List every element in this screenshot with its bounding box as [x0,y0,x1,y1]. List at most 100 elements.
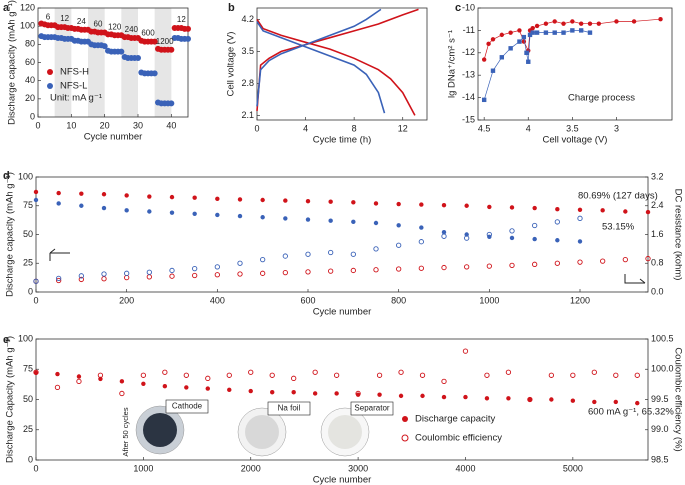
point [169,267,175,274]
point [490,68,496,73]
y-tick-label: 60 [25,57,35,67]
point [101,43,108,50]
photo-sample [328,415,362,449]
y-tick-label: 0 [28,454,33,464]
point [373,267,379,273]
point [227,387,232,393]
point [192,211,197,216]
x-tick-label: 3000 [348,463,368,473]
point [33,278,39,284]
point [118,48,125,55]
point [119,379,125,384]
point [124,193,129,198]
point [577,259,583,265]
photo-sample [245,415,279,449]
point [555,207,560,212]
point [396,266,402,272]
point [635,400,640,406]
point [517,39,522,44]
point [508,46,513,51]
point [591,369,597,375]
point [490,37,496,42]
point [481,57,487,62]
x-tick-label: 20 [100,120,110,130]
point [587,21,593,26]
series-line [256,8,382,107]
point [592,399,597,405]
y2-tick-label: 99.0 [651,424,669,434]
point [486,263,492,269]
point [305,217,311,222]
point [527,397,533,402]
point [526,59,531,64]
point [270,390,275,395]
point [486,41,491,47]
point [283,198,288,203]
point [561,21,566,26]
rate-label: 24 [77,17,86,26]
point [376,372,383,378]
point [532,222,538,229]
point [101,205,107,211]
point [237,213,243,219]
point [214,264,220,270]
point [151,70,158,77]
point [205,375,211,381]
point [355,390,361,397]
point [33,189,39,195]
point [328,199,333,204]
point [441,233,447,239]
point [135,54,141,61]
point [463,394,468,400]
y-tick-label: -10 [462,2,475,12]
point [215,212,220,218]
y2-tick-label: 0.8 [651,258,664,268]
legend-label: NFS-L [60,81,87,92]
point [481,97,487,103]
point [101,271,107,277]
y-tick-label: 50 [23,229,33,239]
point [305,198,311,204]
point [577,207,583,212]
y2-tick-label: 99.5 [651,394,669,404]
point [76,374,82,379]
point [570,398,576,403]
point [215,196,220,202]
x-tick-label: 5000 [563,463,583,473]
point [283,216,288,221]
panel-letter: c [455,2,461,14]
point [185,25,191,32]
point [205,386,210,391]
y-tick-label: 0 [28,286,33,296]
point [578,21,584,26]
y-tick-label: 20 [25,93,35,103]
point [328,218,333,223]
point [509,235,515,241]
rate-label: 12 [60,14,69,23]
series-line [256,18,416,116]
rate-band [154,8,172,117]
point [140,372,147,378]
point [505,369,512,375]
panel-letter: e [3,334,9,346]
point [600,208,605,213]
legend-marker [402,416,408,422]
point [192,272,198,279]
x-tick-label: 0 [33,295,38,305]
x-tick-label: 0 [35,120,40,130]
annotation: Unit: mA g⁻¹ [50,93,102,104]
x-axis-label: Cycle time (h) [313,135,372,146]
y-tick-label: 100 [18,333,33,343]
point [146,274,152,280]
point [487,204,492,210]
point [532,205,537,211]
point [613,372,619,378]
point [351,200,356,205]
point [260,215,265,220]
point [291,375,297,381]
point [420,393,425,399]
y-tick-label: 4.2 [241,14,254,24]
point [56,277,62,284]
y-tick-label: 100 [18,171,33,181]
